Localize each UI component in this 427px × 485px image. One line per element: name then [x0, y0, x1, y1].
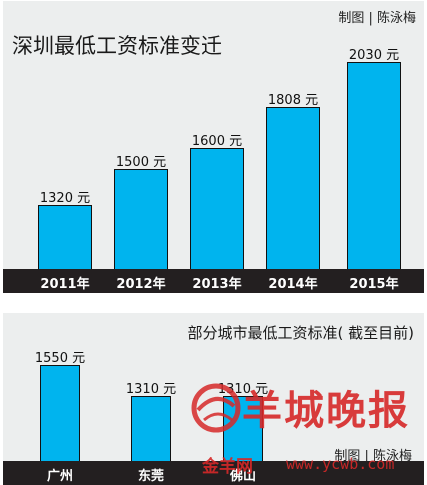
data-label: 2030 元 — [348, 48, 400, 64]
chart-title: 深圳最低工资标准变迁 — [12, 34, 222, 58]
data-label: 1808 元 — [267, 92, 319, 108]
category-label: 2012年 — [116, 277, 166, 292]
data-label: 1600 元 — [191, 134, 243, 150]
category-label: 2011年 — [40, 277, 90, 292]
chart-title: 部分城市最低工资标准( 截至目前) — [187, 324, 414, 342]
data-label: 1310 元 — [217, 381, 269, 397]
bar — [131, 395, 171, 463]
category-label: 佛山 — [229, 469, 256, 484]
chart-panel-cities: 部分城市最低工资标准( 截至目前) 制图 | 陈泳梅 1550 元 1310 元 1… — [3, 313, 424, 485]
category-axis-band — [3, 461, 424, 485]
bar — [347, 62, 401, 271]
category-label: 东莞 — [137, 469, 164, 484]
category-label: 2014年 — [268, 277, 318, 292]
data-label: 1500 元 — [115, 154, 167, 170]
bar — [114, 168, 168, 271]
category-axis-band — [3, 269, 424, 293]
bar — [38, 204, 92, 271]
category-label: 广州 — [46, 469, 73, 484]
bar — [40, 365, 80, 463]
data-label: 1310 元 — [125, 381, 177, 397]
category-label: 2015年 — [349, 277, 399, 292]
data-label: 1320 元 — [39, 190, 91, 206]
chart-credit: 制图 | 陈泳梅 — [334, 449, 412, 464]
bar — [266, 106, 320, 271]
category-label: 2013年 — [192, 277, 242, 292]
chart-credit: 制图 | 陈泳梅 — [338, 11, 416, 26]
bar — [190, 148, 244, 271]
chart-panel-shenzhen: 制图 | 陈泳梅 深圳最低工资标准变迁 1320 元 1500 元 1600 元 18… — [3, 1, 424, 293]
data-label: 1550 元 — [34, 351, 86, 367]
bar — [223, 395, 263, 463]
